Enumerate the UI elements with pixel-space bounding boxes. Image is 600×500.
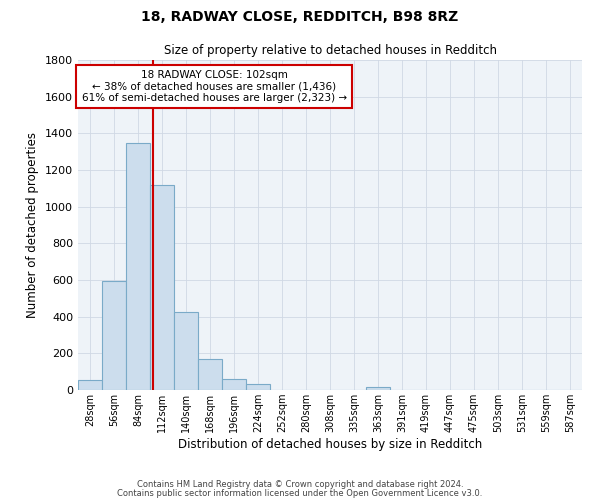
Text: 18, RADWAY CLOSE, REDDITCH, B98 8RZ: 18, RADWAY CLOSE, REDDITCH, B98 8RZ <box>142 10 458 24</box>
Title: Size of property relative to detached houses in Redditch: Size of property relative to detached ho… <box>163 44 497 58</box>
Text: Contains public sector information licensed under the Open Government Licence v3: Contains public sector information licen… <box>118 488 482 498</box>
Bar <box>367 387 389 390</box>
Bar <box>151 184 173 390</box>
Bar <box>247 384 269 390</box>
Bar <box>103 281 125 390</box>
Bar <box>127 142 149 390</box>
Text: 18 RADWAY CLOSE: 102sqm
← 38% of detached houses are smaller (1,436)
61% of semi: 18 RADWAY CLOSE: 102sqm ← 38% of detache… <box>82 70 347 103</box>
Bar <box>79 380 101 390</box>
Bar <box>223 379 245 390</box>
Bar <box>175 312 197 390</box>
Bar <box>199 359 221 390</box>
Y-axis label: Number of detached properties: Number of detached properties <box>26 132 40 318</box>
Text: Contains HM Land Registry data © Crown copyright and database right 2024.: Contains HM Land Registry data © Crown c… <box>137 480 463 489</box>
X-axis label: Distribution of detached houses by size in Redditch: Distribution of detached houses by size … <box>178 438 482 451</box>
